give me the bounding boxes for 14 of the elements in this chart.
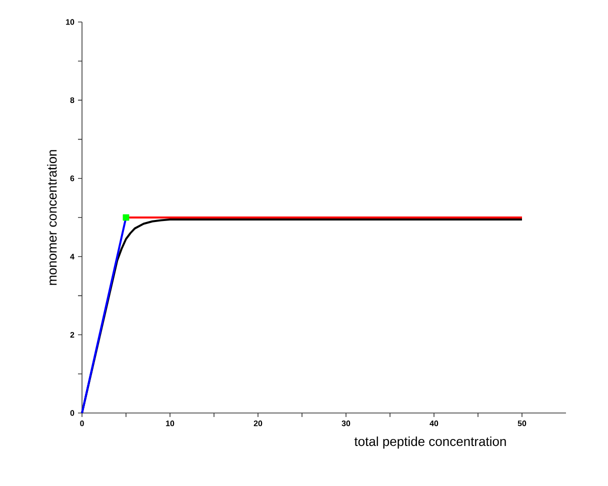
x-tick-label: 0: [80, 420, 84, 426]
x-tick-label: 50: [518, 420, 526, 426]
y-tick-label: 4: [70, 254, 74, 260]
x-tick-label: 10: [166, 420, 174, 426]
y-tick-label: 6: [70, 176, 74, 182]
y-tick-label: 2: [70, 332, 74, 338]
y-tick-label: 10: [66, 19, 74, 25]
x-tick-label: 20: [254, 420, 262, 426]
x-tick-label: 40: [430, 420, 438, 426]
y-tick-label: 0: [70, 410, 74, 416]
x-axis-title: total peptide concentration: [354, 436, 506, 449]
y-tick-label: 8: [70, 97, 74, 104]
y-axis-title: monomer concentration: [47, 150, 57, 285]
x-tick-label: 30: [342, 420, 350, 426]
